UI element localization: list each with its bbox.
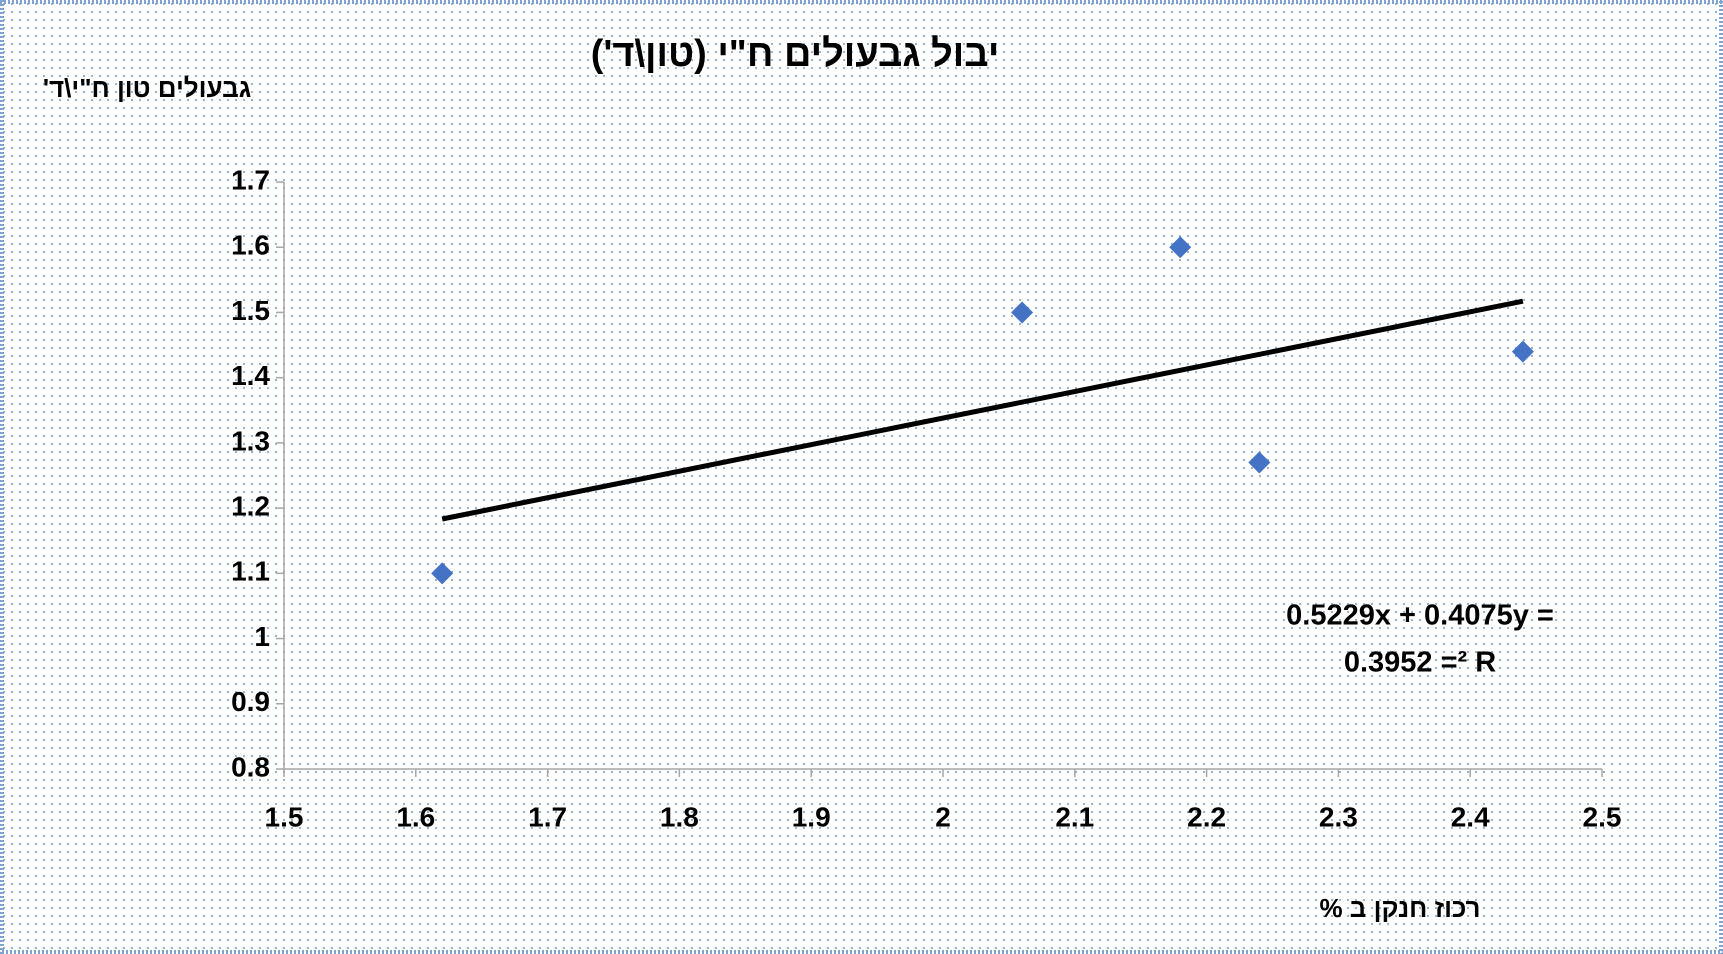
x-tick-label: 1.7 [528,801,567,832]
point [1511,340,1534,363]
x-tick-label: 2.2 [1187,801,1226,832]
point [1169,236,1192,259]
x-tick-label: 2.4 [1451,801,1490,832]
x-tick-label: 2.5 [1583,801,1622,832]
trendline-equation: 0.5229x + 0.4075y = [1286,600,1554,632]
x-tick-label: 1.9 [792,801,831,832]
y-tick-label: 1.6 [231,230,270,261]
y-tick-label: 1.1 [231,556,270,587]
chart-title: יבול גבעולים ח"י (טון\ד') [591,33,1000,75]
y-tick-label: 1.7 [231,164,270,195]
r-squared: 0.3952 =² R [1344,647,1496,679]
x-tick-label: 2.1 [1055,801,1094,832]
x-tick-label: 1.6 [396,801,435,832]
x-tick-label: 1.5 [265,801,304,832]
x-tick-label: 2.3 [1319,801,1358,832]
trendline [441,298,1524,522]
x-axis-label: רכוז חנקן ב % [1319,893,1480,923]
x-tick-label: 2 [935,801,951,832]
y-axis-label: גבעולים טון ח"י\ד' [43,73,251,103]
y-tick-label: 1.3 [231,425,270,456]
y-tick-label: 0.9 [231,686,270,717]
y-tick-label: 1.4 [231,360,270,391]
point [431,562,454,585]
x-tick-label: 1.8 [660,801,699,832]
point [1248,451,1271,474]
y-tick-label: 1 [254,621,270,652]
y-tick-label: 1.5 [231,295,270,326]
y-tick-label: 0.8 [231,751,270,782]
point [1011,301,1034,324]
y-tick-label: 1.2 [231,491,270,522]
